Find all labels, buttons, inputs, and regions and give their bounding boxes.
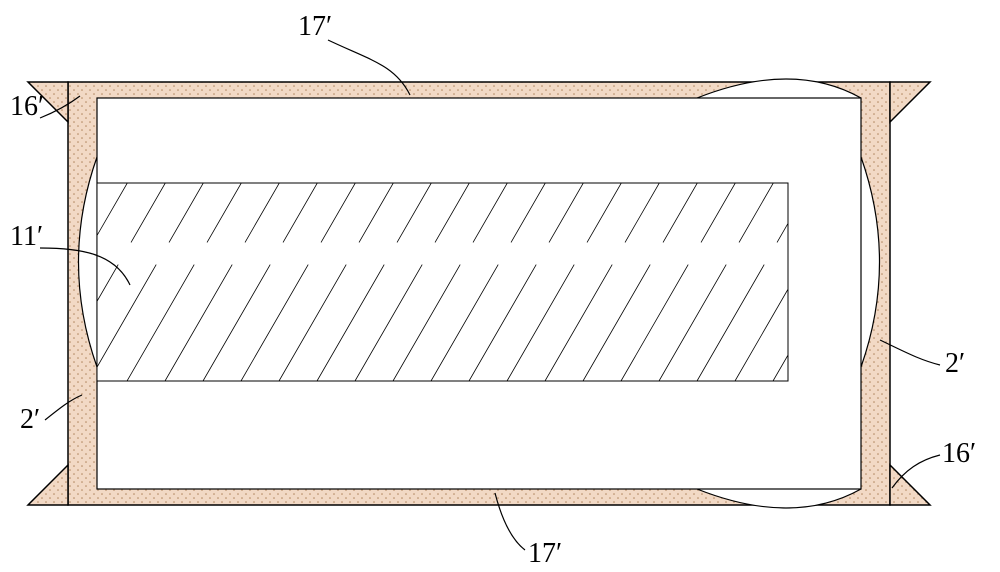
svg-text:17′: 17′ — [528, 538, 562, 569]
technical-diagram: 17′ 16′ 11′ 2′ 2′ 16′ 17′ — [0, 0, 1000, 572]
svg-text:17′: 17′ — [298, 11, 332, 42]
svg-text:16′: 16′ — [942, 438, 976, 469]
svg-text:11′: 11′ — [10, 221, 43, 252]
svg-text:16′: 16′ — [10, 91, 44, 122]
svg-text:2′: 2′ — [20, 404, 40, 435]
svg-text:2′: 2′ — [945, 348, 965, 379]
